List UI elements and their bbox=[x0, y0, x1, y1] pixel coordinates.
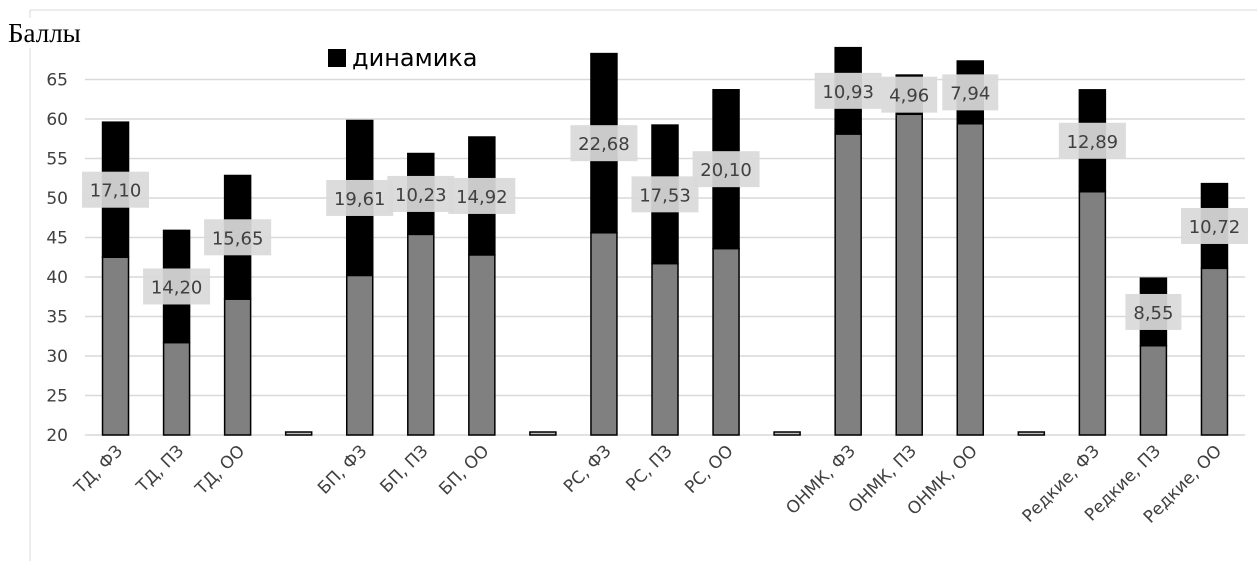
bar-gap-marker bbox=[529, 431, 557, 436]
bar-base bbox=[101, 256, 130, 436]
data-label-box bbox=[942, 74, 999, 111]
data-label-box bbox=[692, 151, 760, 188]
x-tick-label: РС, ПЗ bbox=[622, 441, 676, 495]
y-tick-label: 55 bbox=[46, 150, 68, 170]
data-label-box bbox=[204, 219, 272, 256]
y-tick-label: 30 bbox=[46, 347, 68, 367]
data-label: 19,61 bbox=[334, 189, 386, 210]
data-label-box bbox=[631, 176, 699, 213]
data-label-box bbox=[448, 177, 516, 214]
x-tick-label: БП, ОО bbox=[435, 441, 493, 499]
legend-label-dynamics: динамика bbox=[352, 44, 478, 72]
y-tick-label: 60 bbox=[46, 110, 68, 130]
bar-gap-marker bbox=[773, 431, 801, 436]
data-label: 17,10 bbox=[90, 181, 142, 202]
data-label: 14,92 bbox=[456, 187, 508, 208]
y-tick-label: 40 bbox=[46, 268, 68, 288]
data-label: 15,65 bbox=[212, 228, 264, 249]
data-label-box bbox=[570, 125, 638, 162]
data-label: 22,68 bbox=[578, 134, 630, 155]
data-label-box bbox=[387, 175, 455, 212]
bar-gap-marker bbox=[284, 431, 313, 436]
x-tick-label: ТД, ПЗ bbox=[132, 441, 188, 497]
data-label: 14,20 bbox=[151, 277, 203, 298]
data-label-box bbox=[82, 171, 150, 208]
legend: динамика bbox=[328, 44, 478, 72]
data-label: 17,53 bbox=[639, 185, 691, 206]
bar-base bbox=[1078, 190, 1107, 436]
data-label: 10,72 bbox=[1189, 217, 1241, 238]
y-tick-label: 20 bbox=[46, 426, 68, 446]
bar-base bbox=[162, 341, 191, 436]
data-label-box bbox=[881, 76, 938, 113]
bar-base bbox=[345, 274, 374, 436]
y-tick-label: 65 bbox=[46, 71, 68, 91]
bar-base bbox=[956, 122, 985, 436]
y-tick-label: 45 bbox=[46, 229, 68, 249]
y-tick-label: 35 bbox=[46, 308, 68, 328]
data-label: 10,93 bbox=[822, 82, 874, 103]
legend-swatch-dynamics bbox=[328, 49, 346, 67]
x-tick-label: РС, ОО bbox=[681, 441, 737, 497]
data-label: 12,89 bbox=[1067, 132, 1119, 153]
data-label-box bbox=[1180, 207, 1248, 244]
x-tick-label: БП, ФЗ bbox=[314, 441, 371, 498]
bar-base bbox=[407, 233, 435, 436]
data-label-box bbox=[1058, 122, 1126, 159]
data-label: 20,10 bbox=[700, 160, 752, 181]
data-label: 8,55 bbox=[1133, 303, 1173, 324]
x-tick-label: РС, ФЗ bbox=[560, 441, 615, 496]
y-tick-label: 50 bbox=[46, 189, 68, 209]
data-label-box bbox=[326, 179, 394, 216]
y-tick-label: 25 bbox=[46, 387, 68, 407]
bar-base bbox=[590, 232, 618, 436]
data-label-box bbox=[814, 72, 882, 109]
chart-title: Баллы bbox=[6, 18, 83, 48]
bar-base bbox=[712, 247, 740, 436]
data-label: 4,96 bbox=[889, 86, 929, 107]
bar-base bbox=[223, 298, 252, 436]
bar-base bbox=[834, 133, 862, 436]
bar-gap-marker bbox=[1017, 431, 1046, 436]
data-label: 10,23 bbox=[395, 185, 447, 206]
bar-base bbox=[468, 254, 496, 436]
data-label: 7,94 bbox=[950, 83, 990, 104]
data-label-box bbox=[143, 268, 211, 305]
bar-base bbox=[1200, 267, 1229, 436]
bar-base bbox=[1139, 344, 1168, 436]
x-tick-label: ТД, ОО bbox=[191, 441, 249, 499]
x-tick-label: ТД, ФЗ bbox=[70, 441, 127, 498]
bar-base bbox=[651, 262, 679, 436]
x-tick-label: БП, ПЗ bbox=[377, 441, 433, 497]
data-label-box bbox=[1125, 293, 1182, 330]
bar-base bbox=[895, 113, 923, 436]
